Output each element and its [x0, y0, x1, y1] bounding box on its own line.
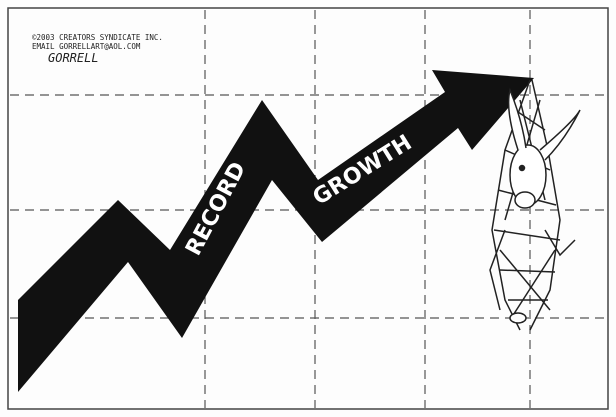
page: ©2003 CREATORS SYNDICATE INC. EMAIL GORR…	[0, 0, 616, 417]
cartoon: ©2003 CREATORS SYNDICATE INC. EMAIL GORR…	[0, 0, 616, 417]
donkey-hoof	[510, 313, 526, 323]
signature: GORRELL	[48, 51, 99, 65]
donkey-eye	[520, 166, 525, 171]
donkey-snout	[515, 192, 535, 208]
credit-line: EMAIL GORRELLART@AOL.COM	[32, 42, 141, 51]
credit-line: ©2003 CREATORS SYNDICATE INC.	[32, 33, 163, 42]
